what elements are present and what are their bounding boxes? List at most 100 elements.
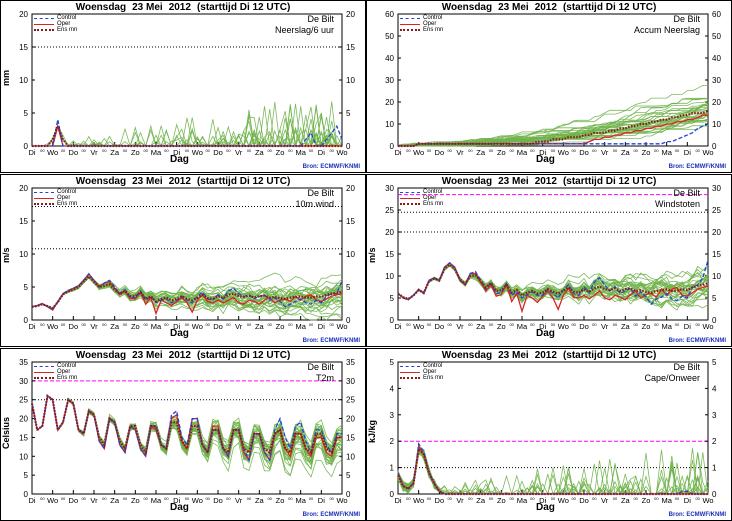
series-oper-line	[31, 394, 342, 462]
x-midnight-label: 00	[102, 496, 107, 501]
x-tick-label: Vr	[235, 496, 243, 505]
x-tick-label: Di	[394, 496, 401, 505]
x-midnight-label: 00	[571, 322, 576, 327]
chart-subtitle: T2m	[316, 373, 334, 383]
header-year: 2012	[168, 350, 191, 361]
legend-entry-control: Control	[400, 189, 443, 195]
y-tick-label-left: 15	[19, 433, 28, 442]
x-midnight-label: 00	[551, 496, 556, 501]
y-tick-label-left: 15	[19, 43, 28, 52]
x-tick-label: Zo	[276, 322, 285, 331]
legend-label: Ens mn	[57, 27, 78, 33]
y-tick-label-right: 25	[346, 396, 355, 405]
legend-swatch	[34, 191, 54, 193]
x-midnight-label: 00	[61, 322, 66, 327]
x-tick-label: Za	[476, 496, 486, 505]
header-start: (starttijd Di 12 UTC)	[196, 176, 291, 187]
series-ensmn-line	[31, 274, 343, 310]
x-tick-label: Wo	[413, 148, 424, 157]
y-tick-label-right: 10	[346, 250, 355, 259]
x-midnight-label: 00	[613, 322, 618, 327]
x-midnight-label: 00	[468, 322, 473, 327]
x-tick-label: Ma	[517, 322, 528, 331]
legend-swatch	[400, 17, 420, 19]
x-tick-label: Vr	[601, 496, 609, 505]
legend-entry-ensmn: Ens mn	[400, 27, 443, 33]
header-year: 2012	[534, 176, 557, 187]
x-midnight-label: 00	[143, 148, 148, 153]
x-midnight-label: 00	[185, 322, 190, 327]
header-day: Woensdag	[75, 2, 127, 13]
x-tick-label: Za	[476, 322, 486, 331]
x-tick-label: Za	[255, 322, 265, 331]
series-ensmn-line	[32, 123, 342, 148]
y-tick-label-right: 5	[346, 471, 351, 480]
legend-swatch	[400, 23, 420, 25]
y-tick-label-right: 0	[346, 142, 351, 151]
legend-label: Oper	[57, 21, 71, 27]
y-tick-label-right: 0	[346, 490, 351, 499]
legend-swatch	[34, 23, 54, 25]
x-midnight-label: 00	[675, 148, 680, 153]
y-tick-label-left: 20	[385, 98, 394, 107]
x-tick-label: Di	[318, 322, 325, 331]
y-tick-label-right: 20	[346, 184, 355, 193]
header-start: (starttijd Di 12 UTC)	[562, 176, 657, 187]
chart-subtitle: 10m wind	[295, 199, 334, 209]
station-name: De Bilt	[673, 362, 700, 372]
series-ensmn-line	[398, 109, 709, 148]
x-axis-label: Dag	[170, 502, 189, 513]
chart-legend: Control Oper Ens mn	[400, 189, 443, 207]
legend-entry-ensmn: Ens mn	[400, 201, 443, 207]
x-tick-label: Di	[318, 496, 325, 505]
legend-label: Ens mn	[423, 375, 444, 381]
x-tick-label: Wo	[47, 496, 58, 505]
x-midnight-label: 00	[489, 322, 494, 327]
header-year: 2012	[168, 176, 191, 187]
x-midnight-label: 00	[61, 148, 66, 153]
y-tick-label-right: 5	[712, 358, 717, 367]
legend-entry-oper: Oper	[34, 21, 77, 27]
x-tick-label: Vr	[456, 148, 464, 157]
x-midnight-label: 00	[164, 322, 169, 327]
x-midnight-label: 00	[247, 148, 252, 153]
chart-header: Woensdag 23 Mei 2012 (starttijd Di 12 UTC)	[0, 176, 366, 187]
header-start: (starttijd Di 12 UTC)	[196, 350, 291, 361]
x-tick-label: Ma	[295, 322, 306, 331]
x-tick-label: Di	[684, 496, 691, 505]
x-tick-label: Di	[173, 322, 180, 331]
legend-swatch	[400, 203, 420, 205]
y-tick-label-right: 50	[712, 32, 721, 41]
x-midnight-label: 00	[185, 148, 190, 153]
x-midnight-label: 00	[551, 322, 556, 327]
x-tick-label: Zo	[276, 148, 285, 157]
y-tick-label-left: 20	[19, 184, 28, 193]
y-tick-label-left: 5	[24, 283, 29, 292]
y-tick-label-left: 10	[19, 452, 28, 461]
legend-entry-ensmn: Ens mn	[34, 27, 77, 33]
x-tick-label: Do	[579, 496, 589, 505]
x-midnight-label: 00	[40, 496, 45, 501]
x-midnight-label: 00	[468, 496, 473, 501]
series-control-line	[31, 272, 343, 311]
y-tick-label-left: 30	[19, 377, 28, 386]
series-ensmn-line	[397, 263, 709, 301]
x-midnight-label: 00	[571, 148, 576, 153]
x-tick-label: Za	[255, 148, 265, 157]
x-tick-label: Wo	[702, 322, 713, 331]
x-midnight-label: 00	[427, 148, 432, 153]
chart-header: Woensdag 23 Mei 2012 (starttijd Di 12 UTC)	[366, 176, 732, 187]
chart-panel-precip6h: 0 0 5 5 10 10 15 15 20 20 Di 00 Wo 00 Do 00 Vr 00 Za 00 Zo 00…	[0, 0, 366, 173]
y-tick-label-left: 20	[19, 415, 28, 424]
x-axis-label: Dag	[170, 154, 189, 165]
legend-label: Ens mn	[423, 27, 444, 33]
station-label: De Bilt 10m wind	[295, 188, 334, 210]
header-day: Woensdag	[441, 350, 493, 361]
series-control-line	[397, 260, 709, 306]
y-tick-label-left: 30	[385, 76, 394, 85]
x-tick-label: Zo	[497, 322, 506, 331]
x-midnight-label: 00	[267, 496, 272, 501]
x-tick-label: Vr	[235, 322, 243, 331]
legend-entry-oper: Oper	[400, 369, 443, 375]
